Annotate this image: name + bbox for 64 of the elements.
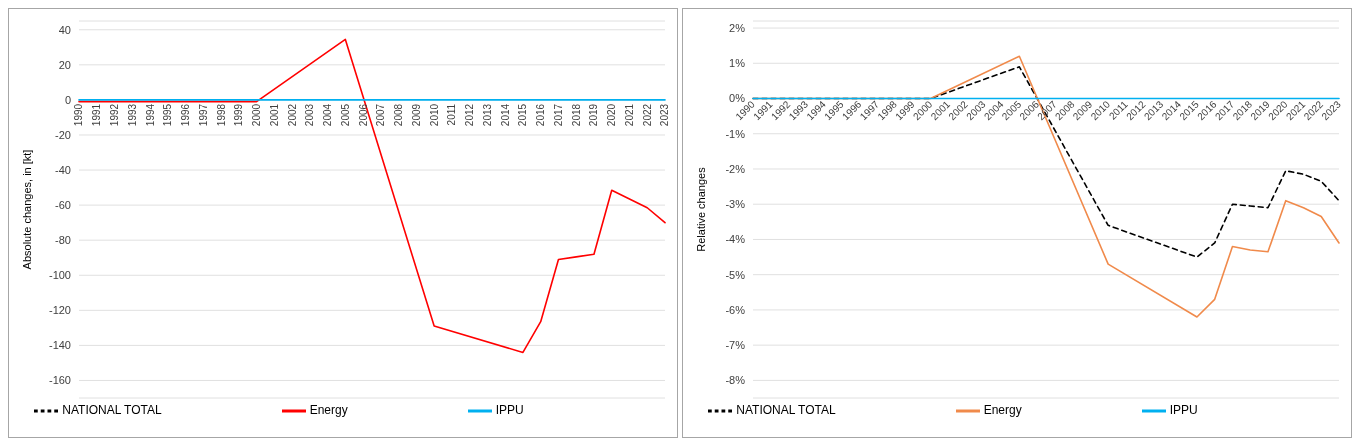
x-tick-label: 1994 bbox=[144, 103, 156, 127]
y-tick-label: -1% bbox=[725, 127, 746, 140]
y-tick-label: 20 bbox=[58, 58, 71, 71]
x-tick-label: 1995 bbox=[162, 103, 174, 127]
y-tick-label: 40 bbox=[58, 23, 71, 36]
y-tick-label: 1% bbox=[729, 57, 746, 70]
x-tick-label: 1993 bbox=[126, 103, 138, 127]
y-tick-label: -2% bbox=[725, 162, 746, 175]
legend-label: IPPU bbox=[1169, 403, 1198, 418]
x-tick-label: 1992 bbox=[109, 103, 121, 127]
legend-label: Energy bbox=[983, 403, 1022, 418]
y-tick-label: 0 bbox=[64, 93, 71, 106]
x-tick-label: 2002 bbox=[286, 103, 298, 127]
x-tick-label: 2013 bbox=[481, 103, 493, 127]
x-tick-label: 1998 bbox=[215, 103, 227, 127]
y-tick-label: -100 bbox=[48, 269, 71, 282]
legend-label: NATIONAL TOTAL bbox=[62, 403, 162, 418]
y-tick-label: 2% bbox=[729, 21, 746, 34]
x-tick-label: 2017 bbox=[552, 103, 564, 127]
x-tick-label: 2010 bbox=[428, 103, 440, 127]
legend-label: Energy bbox=[309, 403, 348, 418]
y-tick-label: -20 bbox=[55, 128, 71, 141]
y-tick-label: -140 bbox=[48, 339, 71, 352]
x-tick-label: 2008 bbox=[393, 103, 405, 127]
legend-label: IPPU bbox=[495, 403, 524, 418]
x-tick-label: 2014 bbox=[499, 103, 511, 127]
y-tick-label: -8% bbox=[725, 374, 746, 387]
y-axis-title: Relative changes bbox=[694, 166, 707, 252]
x-tick-label: 2007 bbox=[375, 103, 387, 127]
x-tick-label: 1996 bbox=[180, 103, 192, 127]
y-tick-label: -80 bbox=[55, 234, 71, 247]
y-tick-label: -40 bbox=[55, 163, 71, 176]
x-tick-label: 2012 bbox=[464, 103, 476, 127]
x-tick-label: 1997 bbox=[197, 103, 209, 127]
x-tick-label: 2011 bbox=[446, 103, 458, 126]
y-tick-label: -60 bbox=[55, 199, 71, 212]
x-tick-label: 1999 bbox=[233, 103, 245, 127]
x-tick-label: 2016 bbox=[535, 103, 547, 127]
y-tick-label: -5% bbox=[725, 268, 746, 281]
x-tick-label: 2015 bbox=[517, 103, 529, 127]
x-tick-label: 2023 bbox=[659, 103, 671, 127]
x-tick-label: 1991 bbox=[91, 103, 103, 127]
x-tick-label: 2000 bbox=[251, 103, 263, 127]
x-tick-label: 2019 bbox=[588, 103, 600, 127]
x-tick-label: 2018 bbox=[570, 103, 582, 127]
legend-label: NATIONAL TOTAL bbox=[736, 403, 836, 418]
y-tick-label: -7% bbox=[725, 339, 746, 352]
y-tick-label: -120 bbox=[48, 304, 71, 317]
x-tick-label: 2005 bbox=[339, 103, 351, 127]
x-tick-label: 1990 bbox=[73, 103, 85, 127]
x-tick-label: 2021 bbox=[623, 103, 635, 127]
x-tick-label: 2020 bbox=[606, 103, 618, 127]
x-tick-label: 2006 bbox=[357, 103, 369, 127]
y-tick-label: -3% bbox=[725, 198, 746, 211]
x-tick-label: 2022 bbox=[641, 103, 653, 127]
y-tick-label: -6% bbox=[725, 303, 746, 316]
y-tick-label: 0% bbox=[729, 92, 746, 105]
y-tick-label: -4% bbox=[725, 233, 746, 246]
x-tick-label: 2001 bbox=[268, 103, 280, 127]
y-tick-label: -160 bbox=[48, 374, 71, 387]
x-tick-label: 2003 bbox=[304, 103, 316, 127]
x-tick-label: 2004 bbox=[322, 103, 334, 127]
y-axis-title: Absolute changes, in [kt] bbox=[20, 149, 33, 270]
x-tick-label: 2009 bbox=[410, 103, 422, 127]
